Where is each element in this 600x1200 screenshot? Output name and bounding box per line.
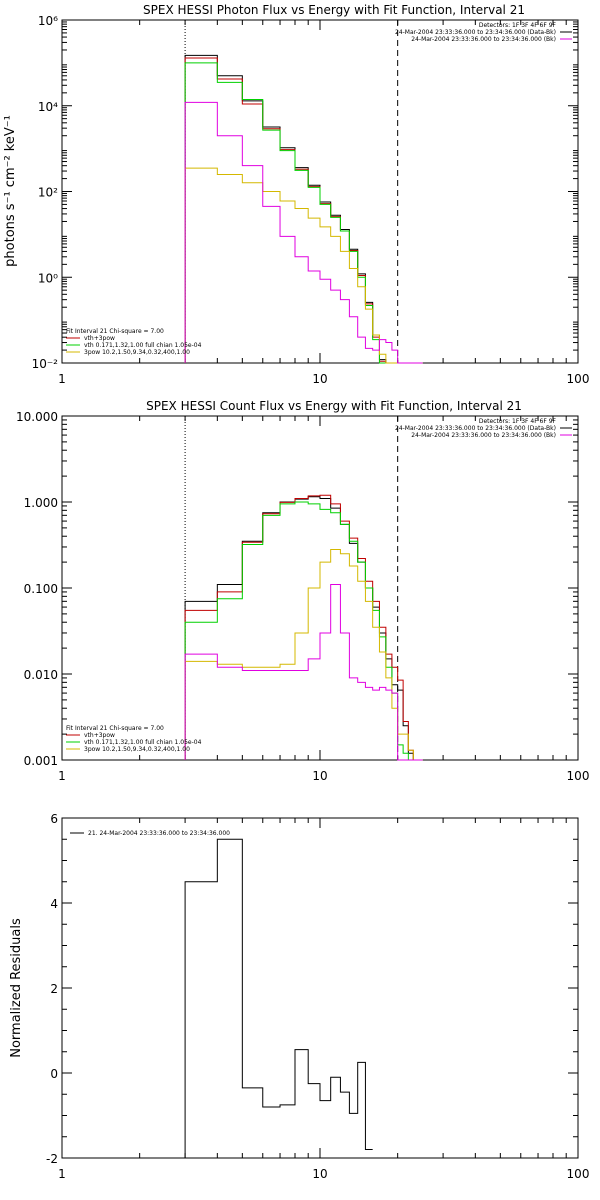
- x-tick-label: 1: [58, 1167, 66, 1181]
- y-tick-label: 10⁶: [38, 14, 58, 28]
- y-tick-label: 10.000: [16, 410, 58, 424]
- x-tick-label: 100: [567, 372, 590, 386]
- panel2-title: SPEX HESSI Count Flux vs Energy with Fit…: [146, 399, 522, 413]
- x-tick-label: 10: [312, 372, 327, 386]
- legend-bl-text: Fit Interval 21 Chi-square = 7.00: [66, 328, 164, 335]
- x-tick-label: 100: [567, 769, 590, 783]
- y-tick-label: 0: [50, 1067, 58, 1081]
- x-tick-label: 10: [312, 769, 327, 783]
- x-tick-label: 1: [58, 372, 66, 386]
- y-tick-label: -2: [46, 1152, 58, 1166]
- series-3-step-line: [184, 549, 423, 761]
- y-tick-label: 0.010: [24, 668, 58, 682]
- legend-tr-text: 24-Mar-2004 23:33:36.000 to 23:34:36.000…: [411, 36, 556, 43]
- legend-bl-text: vth+3pow: [84, 335, 115, 342]
- legend-tr-text: 24-Mar-2004 23:33:36.000 to 23:34:36.000…: [395, 425, 556, 432]
- y-tick-label: 10⁻²: [32, 357, 59, 371]
- y-tick-label: 1.000: [24, 496, 58, 510]
- y-tick-label: 2: [50, 982, 58, 996]
- legend-bl-text: Fit Interval 21 Chi-square = 7.00: [66, 725, 164, 732]
- series-2-step-line: [184, 501, 423, 761]
- series-0-step-line: [184, 838, 373, 1158]
- panel1-y-axis-label: photons s⁻¹ cm⁻² keV⁻¹: [3, 115, 18, 267]
- y-tick-label: 10²: [38, 186, 58, 200]
- x-tick-label: 10: [312, 1167, 327, 1181]
- photon-flux-panel: SPEX HESSI Photon Flux vs Energy with Fi…: [3, 3, 589, 386]
- legend-bl-text: 3pow 10.2,1.50,9.34,0.32,400,1.00: [84, 349, 190, 356]
- count-flux-panel: SPEX HESSI Count Flux vs Energy with Fit…: [16, 399, 589, 783]
- x-tick-label: 100: [567, 1167, 590, 1181]
- y-tick-label: 10⁰: [38, 271, 58, 285]
- legend-bl-text: vth+3pow: [84, 732, 115, 739]
- series-1-step-line: [184, 57, 423, 364]
- y-tick-label: 0.001: [24, 754, 58, 768]
- series-2-step-line: [184, 62, 423, 364]
- panel1-title: SPEX HESSI Photon Flux vs Energy with Fi…: [143, 3, 525, 17]
- series-0-step-line: [184, 496, 423, 761]
- legend-tr-text: Detectors: 1F 3F 4F 6F 9F: [479, 418, 557, 425]
- legend-tr-text: 24-Mar-2004 23:33:36.000 to 23:34:36.000…: [411, 432, 556, 439]
- legend-tl-text: 21. 24-Mar-2004 23:33:36.000 to 23:34:36…: [88, 830, 230, 837]
- residuals-panel: Normalized Residuals 1 10 100 -2 0 2 4 6 21. 24-…: [9, 812, 589, 1181]
- panel3-frame: [61, 817, 579, 1159]
- series-4-step-line: [184, 583, 423, 761]
- y-tick-label: 0.100: [24, 582, 58, 596]
- legend-tr-text: Detectors: 1F 3F 4F 6F 9F: [479, 22, 557, 29]
- y-tick-label: 4: [50, 897, 58, 911]
- series-3-step-line: [184, 167, 423, 364]
- panel3-y-axis-label: Normalized Residuals: [9, 918, 24, 1058]
- series-1-step-line: [184, 494, 423, 761]
- series-4-step-line: [184, 101, 423, 364]
- legend-tr-text: 24-Mar-2004 23:33:36.000 to 23:34:36.000…: [395, 29, 556, 36]
- series-0-step-line: [184, 54, 423, 364]
- legend-bl-text: 3pow 10.2,1.50,9.34,0.32,400,1.00: [84, 746, 190, 753]
- y-tick-label: 6: [50, 812, 58, 826]
- legend-bl-text: vth 0.171,1.32,1.00 full chian 1.05e-04: [84, 739, 202, 746]
- y-tick-label: 10⁴: [38, 100, 58, 114]
- legend-bl-text: vth 0.171,1.32,1.00 full chian 1.05e-04: [84, 342, 202, 349]
- x-tick-label: 1: [58, 769, 66, 783]
